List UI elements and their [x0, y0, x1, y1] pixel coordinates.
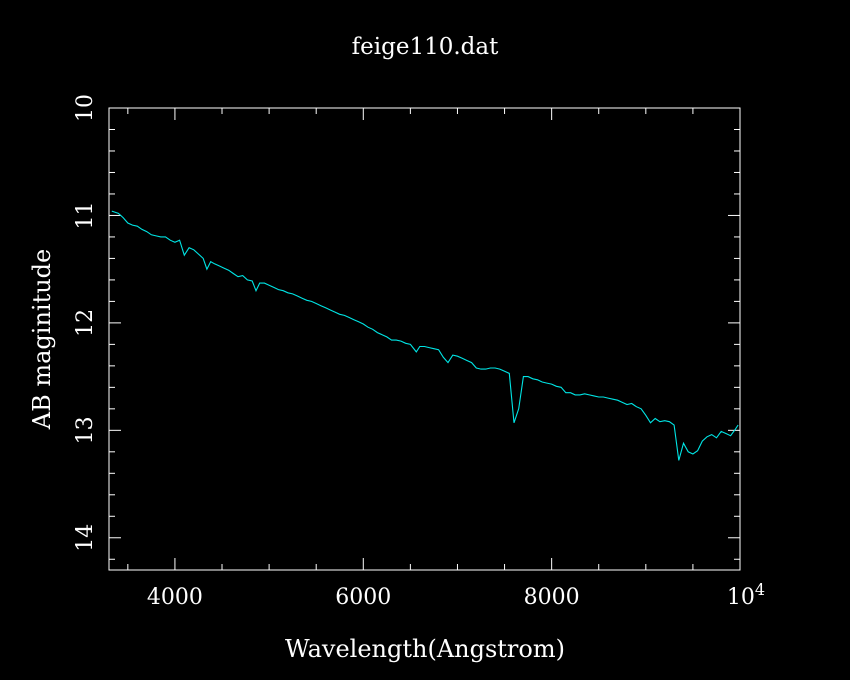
y-axis-label: AB maginitude	[28, 249, 56, 431]
x-tick-label: 104	[727, 580, 765, 610]
y-tick-label: 11	[73, 201, 98, 229]
x-tick-label: 6000	[335, 585, 391, 610]
y-tick-label: 14	[73, 524, 98, 552]
y-tick-label: 10	[73, 94, 98, 122]
x-tick-label: 4000	[147, 585, 203, 610]
x-axis-label: Wavelength(Angstrom)	[285, 635, 565, 663]
axis-tick-labels: 4000 6000 8000 104 10 11 12 13 14	[73, 94, 765, 610]
chart-title: feige110.dat	[352, 34, 499, 60]
x-tick-label: 8000	[524, 585, 580, 610]
plot-frame	[108, 107, 741, 571]
series-line	[111, 210, 739, 461]
x-tick-label-exponent: 4	[755, 580, 765, 599]
y-tick-label: 12	[73, 309, 98, 337]
y-tick-label: 13	[73, 416, 98, 444]
axis-ticks	[109, 107, 741, 570]
